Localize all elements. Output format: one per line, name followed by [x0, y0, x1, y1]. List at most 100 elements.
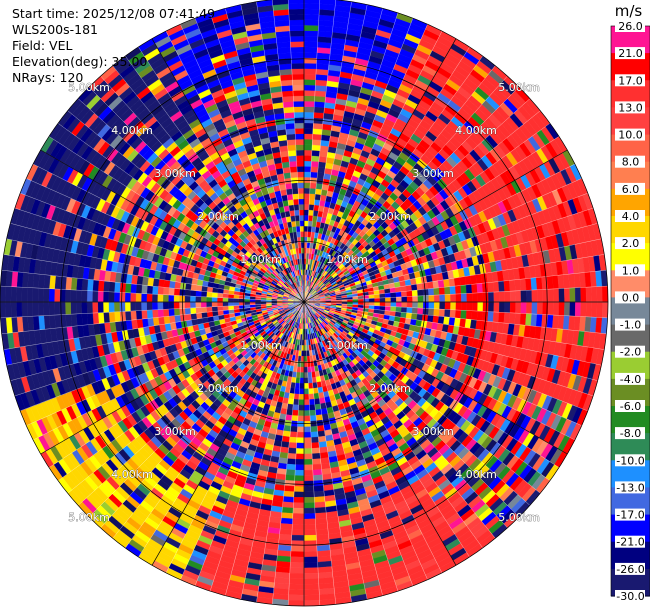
velocity-gate [519, 278, 527, 291]
ray-separator [303, 12, 399, 303]
velocity-gate [288, 442, 297, 449]
velocity-gate [312, 474, 323, 482]
velocity-gate [303, 0, 320, 4]
velocity-gate [287, 447, 297, 454]
velocity-gate [379, 297, 386, 303]
velocity-gate [281, 507, 294, 514]
velocity-gate [303, 100, 315, 107]
velocity-gate [461, 293, 468, 303]
velocity-gate [444, 309, 451, 318]
velocity-gate [390, 301, 397, 307]
velocity-gate [406, 296, 413, 303]
velocity-gate [444, 286, 451, 295]
velocity-gate [303, 52, 318, 59]
velocity-gate [314, 512, 327, 519]
velocity-gate [314, 496, 326, 503]
velocity-gate [493, 291, 500, 303]
velocity-gate [526, 301, 533, 315]
velocity-gate [444, 301, 451, 310]
velocity-gate [303, 507, 316, 514]
velocity-gate [283, 490, 295, 498]
velocity-gate [286, 463, 296, 471]
velocity-gate [303, 480, 314, 487]
velocity-gate [303, 415, 311, 422]
velocity-gate [303, 133, 313, 140]
velocity-gate [476, 310, 484, 321]
velocity-gate [525, 278, 532, 291]
velocity-gate [303, 79, 316, 86]
velocity-gate [310, 436, 319, 444]
velocity-gate [564, 301, 571, 317]
velocity-gate [287, 453, 297, 460]
velocity-gate [303, 475, 314, 482]
velocity-gate [293, 491, 305, 498]
velocity-gate [285, 474, 296, 482]
velocity-gate [308, 204, 315, 211]
velocity-gate [288, 589, 305, 596]
velocity-gate [411, 284, 418, 291]
velocity-gate [310, 160, 319, 168]
velocity-gate [303, 204, 310, 210]
velocity-gate [487, 281, 494, 293]
velocity-gate [303, 578, 319, 585]
velocity-gate [293, 399, 300, 406]
velocity-gate [303, 562, 319, 569]
velocity-gate [303, 19, 319, 26]
velocity-gate [288, 583, 305, 590]
velocity-gate [303, 469, 314, 476]
velocity-gate [312, 122, 323, 130]
velocity-gate [433, 301, 440, 310]
velocity-gate [310, 420, 318, 427]
velocity-gate [315, 517, 328, 525]
ray-separator [303, 46, 470, 303]
velocity-gate [280, 517, 293, 525]
velocity-gate [289, 567, 305, 574]
velocity-gate [423, 301, 430, 309]
velocity-gate [315, 409, 322, 416]
velocity-gate [309, 182, 317, 189]
velocity-gate [417, 301, 424, 309]
velocity-gate [390, 297, 397, 303]
velocity-gate [290, 551, 305, 558]
velocity-gate [303, 518, 316, 525]
velocity-gate [303, 171, 311, 178]
velocity-gate [368, 301, 375, 306]
velocity-gate [493, 301, 500, 313]
velocity-gate [311, 144, 321, 151]
ray-separator [303, 86, 520, 303]
velocity-gate [520, 301, 527, 314]
velocity-gate [514, 312, 521, 325]
velocity-gate [401, 291, 408, 298]
velocity-gate [531, 301, 538, 315]
velocity-gate [444, 294, 451, 303]
velocity-gate [412, 295, 419, 303]
velocity-gate [309, 409, 317, 416]
velocity-gate [294, 480, 305, 487]
velocity-gate [368, 298, 375, 303]
velocity-gate [289, 578, 305, 585]
velocity-gate [290, 420, 298, 427]
velocity-gate [303, 372, 309, 379]
velocity-gate [280, 523, 293, 530]
velocity-gate [585, 286, 592, 303]
velocity-gate [412, 301, 419, 309]
velocity-gate [298, 394, 305, 400]
velocity-gate [292, 404, 299, 411]
velocity-gate [515, 290, 522, 303]
velocity-gate [303, 421, 311, 428]
velocity-gate [471, 310, 478, 321]
ray-separator [303, 178, 582, 303]
velocity-gate [509, 301, 516, 314]
velocity-gate [450, 301, 457, 311]
velocity-gate [417, 295, 424, 303]
velocity-gate [303, 600, 321, 607]
ray-separator [303, 163, 576, 303]
velocity-gate [303, 95, 315, 102]
velocity-gate [294, 469, 305, 476]
velocity-gate [315, 188, 322, 195]
velocity-gate [433, 308, 440, 317]
velocity-gate [449, 309, 456, 319]
velocity-gate [526, 289, 533, 303]
velocity-gate [396, 301, 402, 308]
velocity-gate [433, 287, 440, 296]
